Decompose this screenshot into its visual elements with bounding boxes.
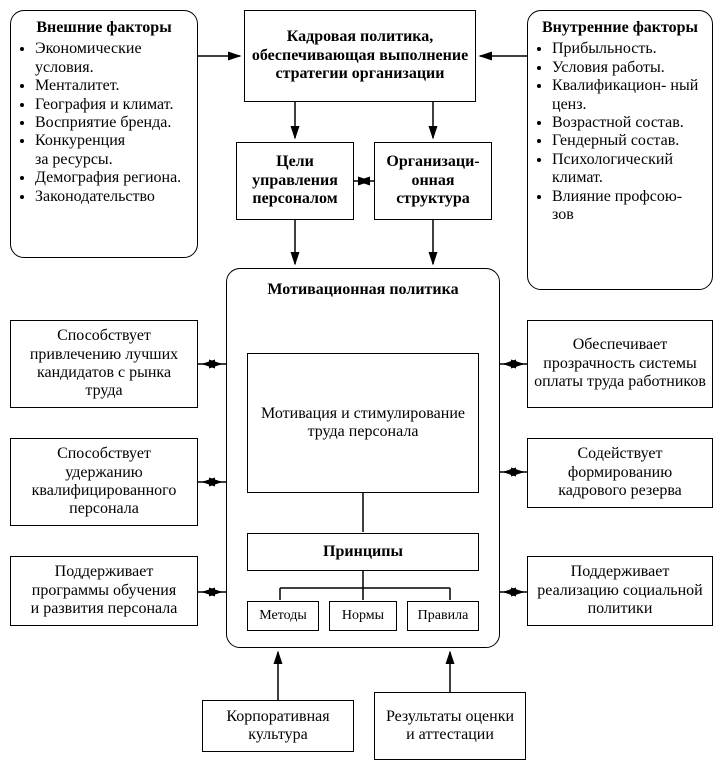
list-item: Влияние профсою- зов [552, 188, 702, 225]
list-item: Законодательство [35, 188, 187, 206]
motivation-core-text: Мотивация и стимулирование труда персона… [254, 405, 472, 442]
hr-policy-text: Кадровая политика, обеспечивающая выполн… [251, 28, 469, 83]
list-item: Гендерный состав. [552, 132, 702, 150]
external-factors-box: Внешние факторы Экономические условия. М… [10, 10, 198, 258]
motivation-panel-title: Мотивационная политика [233, 281, 493, 299]
list-item: Экономические условия. [35, 40, 187, 77]
sub-rules-box: Правила [407, 601, 479, 631]
right-effect-1: Обеспечивает прозрачность системы оплаты… [527, 320, 713, 408]
org-structure-box: Организаци- онная структура [374, 142, 492, 220]
evaluation-box: Результаты оценки и аттестации [374, 692, 526, 760]
goals-box: Цели управления персоналом [236, 142, 354, 220]
org-structure-text: Организаци- онная структура [381, 153, 485, 208]
right-effect-2: Содействует формированию кадрового резер… [527, 438, 713, 508]
principles-box: Принципы [247, 533, 479, 571]
right-effect-1-text: Обеспечивает прозрачность системы оплаты… [534, 336, 706, 391]
list-item: Демография региона. [35, 169, 187, 187]
hr-policy-box: Кадровая политика, обеспечивающая выполн… [244, 10, 476, 102]
corp-culture-box: Корпоративная культура [202, 700, 354, 752]
list-item: Прибыльность. [552, 40, 702, 58]
right-effect-3: Поддерживает реализацию социальной полит… [527, 556, 713, 626]
corp-culture-text: Корпоративная культура [209, 708, 347, 745]
right-effect-3-text: Поддерживает реализацию социальной полит… [534, 563, 706, 618]
internal-factors-list: Прибыльность. Условия работы. Квалификац… [538, 40, 702, 224]
left-effect-1: Способствует привлечению лучших кандидат… [10, 320, 198, 408]
list-item: Квалификацион- ный ценз. [552, 77, 702, 114]
list-item: Конкуренция за ресурсы. [35, 132, 187, 169]
left-effect-3: Поддерживает программы обучения и развит… [10, 556, 198, 626]
left-effect-1-text: Способствует привлечению лучших кандидат… [17, 327, 191, 401]
list-item: Психологический климат. [552, 151, 702, 188]
sub-methods-box: Методы [247, 601, 319, 631]
left-effect-2-text: Способствует удержанию квалифицированног… [17, 445, 191, 519]
internal-factors-title: Внутренние факторы [538, 19, 702, 37]
list-item: Условия работы. [552, 59, 702, 77]
external-factors-list: Экономические условия. Менталитет. Геогр… [21, 40, 187, 206]
motivation-core-box: Мотивация и стимулирование труда персона… [247, 353, 479, 493]
motivation-panel: Мотивационная политика Мотивация и стиму… [226, 268, 500, 648]
external-factors-title: Внешние факторы [21, 19, 187, 37]
evaluation-text: Результаты оценки и аттестации [381, 708, 519, 745]
sub-rules-text: Правила [418, 608, 469, 624]
sub-norms-text: Нормы [342, 608, 384, 624]
left-effect-3-text: Поддерживает программы обучения и развит… [17, 563, 191, 618]
principles-title: Принципы [323, 543, 403, 561]
sub-methods-text: Методы [259, 608, 307, 624]
list-item: Восприятие бренда. [35, 114, 187, 132]
list-item: Возрастной состав. [552, 114, 702, 132]
left-effect-2: Способствует удержанию квалифицированног… [10, 438, 198, 526]
goals-text: Цели управления персоналом [243, 153, 347, 208]
diagram-canvas: Внешние факторы Экономические условия. М… [0, 0, 723, 768]
right-effect-2-text: Содействует формированию кадрового резер… [534, 445, 706, 500]
list-item: География и климат. [35, 96, 187, 114]
sub-norms-box: Нормы [329, 601, 397, 631]
internal-factors-box: Внутренние факторы Прибыльность. Условия… [527, 10, 713, 290]
list-item: Менталитет. [35, 77, 187, 95]
